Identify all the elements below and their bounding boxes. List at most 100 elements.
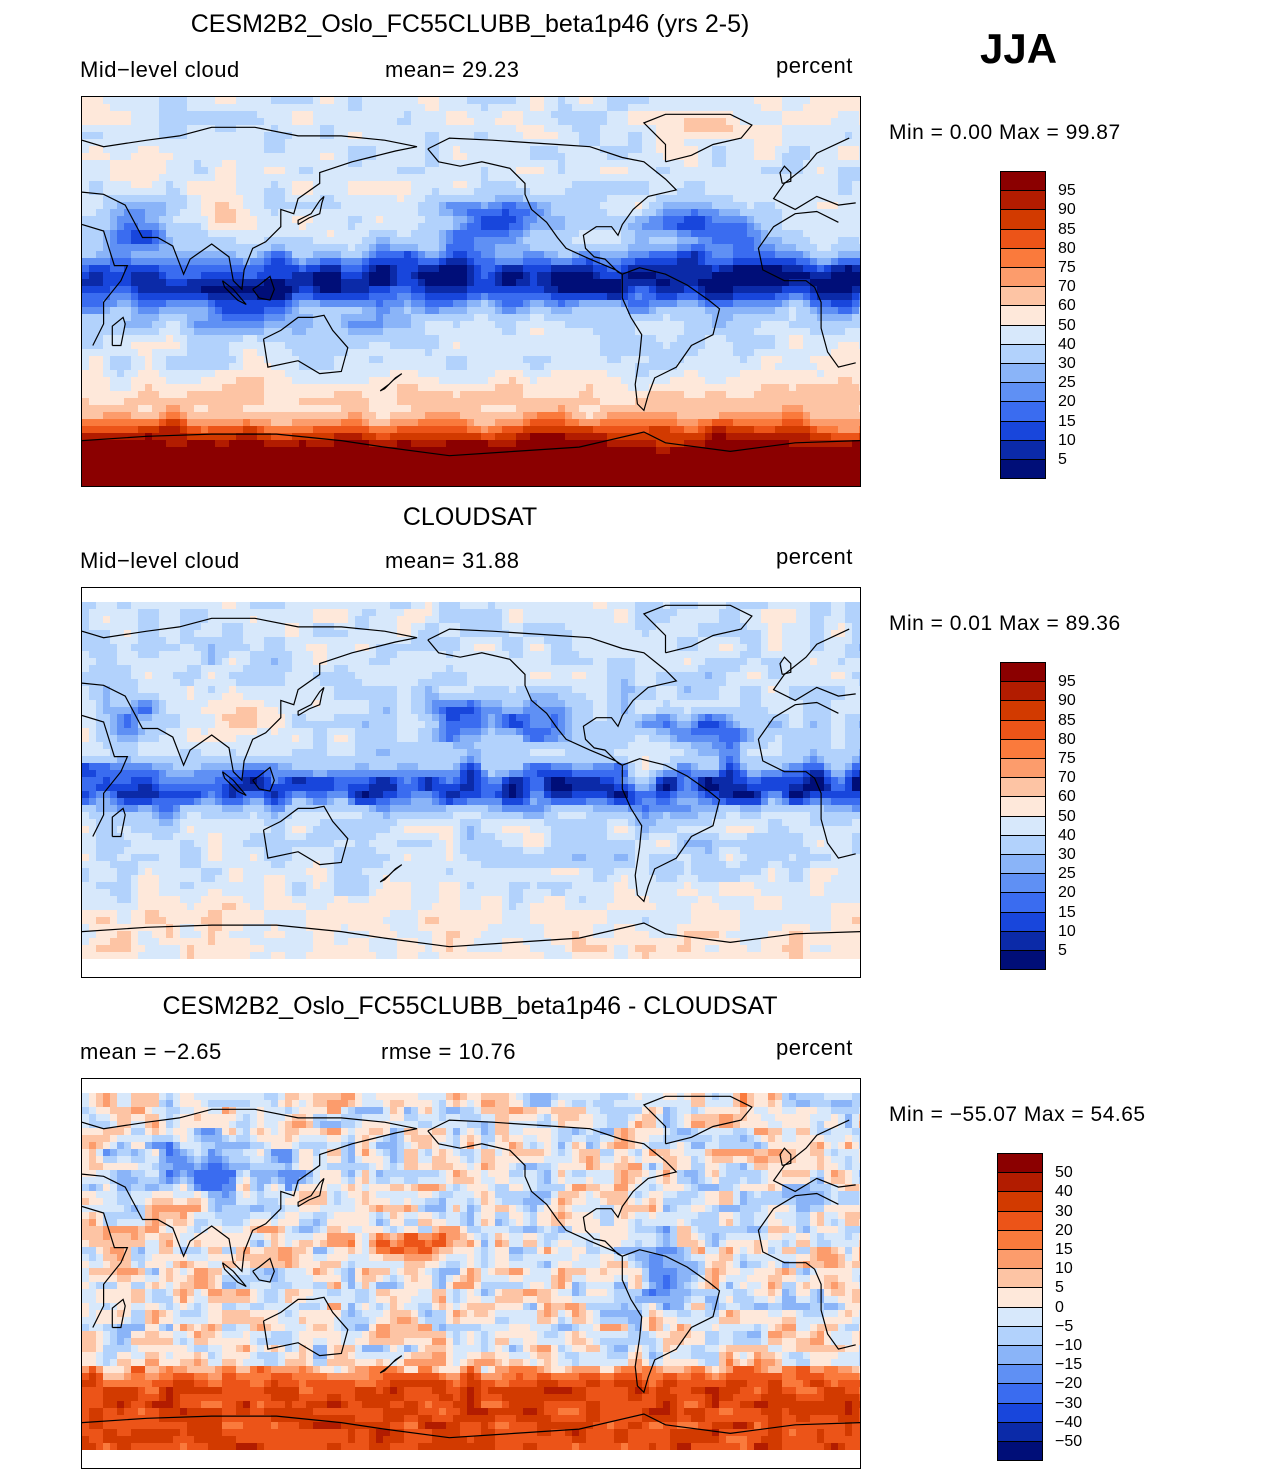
colorbar-swatch: [1000, 209, 1046, 230]
colorbar-swatch: [997, 1325, 1043, 1346]
colorbar-tick-label: 30: [1058, 355, 1076, 372]
colorbar-tick-label: 5: [1058, 942, 1067, 959]
colorbar-swatch: [1000, 420, 1046, 441]
colorbar-tick-label: 90: [1058, 692, 1076, 710]
colorbar-tick-label: 50: [1055, 1164, 1073, 1182]
colorbar-swatch: [1000, 700, 1046, 721]
panel-3-minmax: Min = −55.07 Max = 54.65: [889, 1103, 1146, 1126]
colorbar-tick-label: −10: [1055, 1337, 1083, 1354]
colorbar-tick-label: 50: [1058, 807, 1076, 825]
map-field-cells: [82, 588, 860, 977]
panel-3-colorbar: 50 40 30 20 15 10 5 0 −5 −10 −15 −20 −30 −40 −50: [997, 1153, 1197, 1463]
colorbar-swatch: [1000, 459, 1046, 480]
colorbar-swatch: [1000, 190, 1046, 211]
colorbar-tick-label: 75: [1058, 750, 1076, 767]
colorbar-swatch: [997, 1383, 1043, 1404]
colorbar-tick-label: 40: [1058, 826, 1076, 844]
panel-1-title: CESM2B2_Oslo_FC55CLUBB_beta1p46 (yrs 2-5…: [190, 10, 750, 38]
colorbar-swatch: [997, 1441, 1043, 1462]
colorbar-tick-label: 25: [1058, 865, 1076, 883]
panel-2-units-label: percent: [776, 544, 853, 569]
colorbar-tick-label: 25: [1058, 374, 1076, 392]
colorbar-tick-label: 30: [1055, 1202, 1073, 1220]
colorbar-tick-label: 20: [1055, 1221, 1073, 1239]
colorbar-tick-label: 60: [1058, 297, 1076, 315]
coastline-outlines: [82, 1095, 860, 1439]
colorbar-swatch: [1000, 171, 1046, 192]
colorbar-tick-label: 80: [1058, 239, 1076, 257]
colorbar-tick-label: 10: [1058, 922, 1076, 940]
colorbar-swatch: [1000, 363, 1046, 384]
panel-1-units-label: percent: [776, 53, 853, 78]
colorbar-tick-label: 15: [1058, 412, 1076, 430]
colorbar-swatch: [997, 1402, 1043, 1423]
colorbar-swatch: [1000, 854, 1046, 875]
colorbar-swatch: [1000, 911, 1046, 932]
colorbar-swatch: [1000, 758, 1046, 779]
colorbar-tick-label: 75: [1058, 259, 1076, 276]
colorbar-tick-label: 20: [1058, 884, 1076, 902]
panel-2-colorbar: 95 90 85 80 75 70 60 50 40 30 25 20 15 10 5: [1000, 662, 1200, 972]
colorbar-tick-label: 95: [1058, 673, 1076, 691]
panel-1-map: [81, 96, 861, 487]
colorbar-swatch: [1000, 719, 1046, 740]
colorbar-swatch: [997, 1172, 1043, 1193]
colorbar-tick-label: 20: [1058, 393, 1076, 411]
panel-2-map: [81, 587, 861, 978]
panel-2-mean-label: mean= 31.88: [385, 548, 520, 573]
colorbar-swatch: [1000, 228, 1046, 249]
colorbar-swatch: [997, 1287, 1043, 1308]
colorbar-swatch: [1000, 247, 1046, 268]
colorbar-tick-label: 5: [1058, 451, 1067, 468]
colorbar-swatch: [997, 1210, 1043, 1231]
coastline-outlines: [82, 113, 860, 457]
colorbar-tick-label: 80: [1058, 730, 1076, 748]
panel-3-mean-label: mean = −2.65: [80, 1039, 222, 1064]
panel-1-map-image: [82, 97, 860, 486]
colorbar-swatch: [997, 1345, 1043, 1366]
panel-3-units-label: percent: [776, 1035, 853, 1060]
panel-1-colorbar: 95 90 85 80 75 70 60 50 40 30 25 20 15 10 5: [1000, 171, 1200, 481]
colorbar-tick-label: 5: [1055, 1279, 1064, 1297]
colorbar-swatch: [997, 1364, 1043, 1385]
colorbar-swatch: [1000, 777, 1046, 798]
panel-1-minmax: Min = 0.00 Max = 99.87: [889, 121, 1121, 144]
panel-1-mean-label: mean= 29.23: [385, 57, 520, 82]
panel-3-title: CESM2B2_Oslo_FC55CLUBB_beta1p46 - CLOUDS…: [162, 992, 778, 1020]
colorbar-tick-label: 15: [1055, 1241, 1073, 1258]
colorbar-tick-label: 40: [1055, 1183, 1073, 1201]
colorbar-tick-label: 70: [1058, 769, 1076, 787]
panel-2-title: CLOUDSAT: [402, 503, 538, 531]
colorbar-swatch: [997, 1153, 1043, 1174]
colorbar-swatch: [1000, 305, 1046, 326]
colorbar-tick-label: 70: [1058, 278, 1076, 296]
colorbar-swatch: [1000, 834, 1046, 855]
panel-3-map: [81, 1078, 861, 1469]
colorbar-swatch: [1000, 286, 1046, 307]
panel-3-map-image: [82, 1079, 860, 1468]
colorbar-swatch: [1000, 950, 1046, 971]
colorbar-swatch: [1000, 930, 1046, 951]
colorbar-swatch: [997, 1421, 1043, 1442]
map-field-cells: [82, 1079, 860, 1468]
colorbar-tick-label: −20: [1055, 1375, 1083, 1393]
colorbar-swatch: [1000, 892, 1046, 913]
colorbar-tick-label: 85: [1058, 711, 1076, 729]
colorbar-swatch: [997, 1229, 1043, 1250]
colorbar-swatch: [1000, 401, 1046, 422]
panel-3-rmse-label: rmse = 10.76: [381, 1039, 517, 1064]
colorbar-tick-label: 10: [1055, 1260, 1073, 1278]
colorbar-swatch: [1000, 382, 1046, 403]
coastline-outlines: [82, 604, 860, 948]
colorbar-tick-label: −40: [1055, 1413, 1083, 1431]
colorbar-tick-label: 10: [1058, 431, 1076, 449]
colorbar-swatch: [1000, 267, 1046, 288]
colorbar-swatch: [1000, 343, 1046, 364]
panel-1-variable-label: Mid−level cloud: [80, 57, 240, 82]
colorbar-swatch: [1000, 439, 1046, 460]
colorbar-swatch: [997, 1249, 1043, 1270]
colorbar-tick-label: 40: [1058, 335, 1076, 353]
colorbar-tick-label: 30: [1058, 846, 1076, 863]
colorbar-tick-label: 50: [1058, 316, 1076, 334]
colorbar-swatch: [997, 1306, 1043, 1327]
